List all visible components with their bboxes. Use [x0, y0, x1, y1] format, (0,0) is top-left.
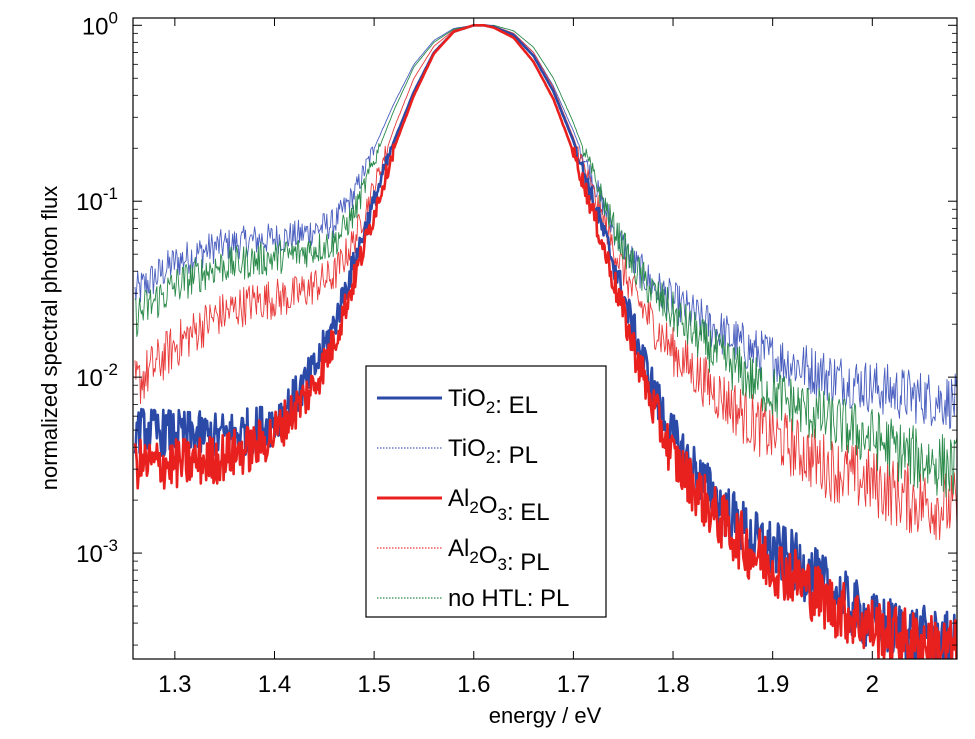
y-axis-label: normalized spectral photon flux [37, 186, 62, 491]
legend-label: TiO2: PL [448, 435, 538, 469]
series-line-2 [133, 24, 957, 659]
y-tick-label: 10-3 [76, 536, 118, 568]
x-tick-label: 2 [866, 671, 879, 698]
x-tick-label: 1.9 [756, 671, 789, 698]
legend: TiO2: EL TiO2: PL Al2O3: EL Al2O3: PL no HTL… [365, 365, 607, 618]
series-line-0 [133, 24, 957, 659]
series-line-4 [134, 24, 957, 498]
x-tick-label: 1.4 [258, 671, 291, 698]
x-tick-label: 1.7 [557, 671, 590, 698]
legend-box [365, 365, 607, 618]
legend-label: no HTL: PL [448, 585, 569, 612]
y-tick-label: 100 [82, 8, 118, 40]
legend-label: Al2O3: EL [448, 485, 550, 526]
x-tick-label: 1.3 [158, 671, 191, 698]
y-tick-label: 10-1 [76, 184, 118, 216]
legend-label: TiO2: EL [448, 385, 538, 419]
series-line-3 [134, 24, 957, 541]
tick-layer: 1.3 1.4 1.5 1.6 1.7 1.8 1.9 2 100 10-1 10-2 10-3 [76, 8, 957, 698]
x-axis-label: energy / eV [489, 703, 602, 728]
y-tick-label: 10-2 [76, 360, 118, 392]
series-layer [133, 24, 957, 659]
plot-frame [132, 17, 958, 660]
x-tick-label: 1.6 [457, 671, 490, 698]
legend-label: Al2O3: PL [448, 535, 550, 576]
x-tick-label: 1.5 [357, 671, 390, 698]
x-tick-label: 1.8 [656, 671, 689, 698]
